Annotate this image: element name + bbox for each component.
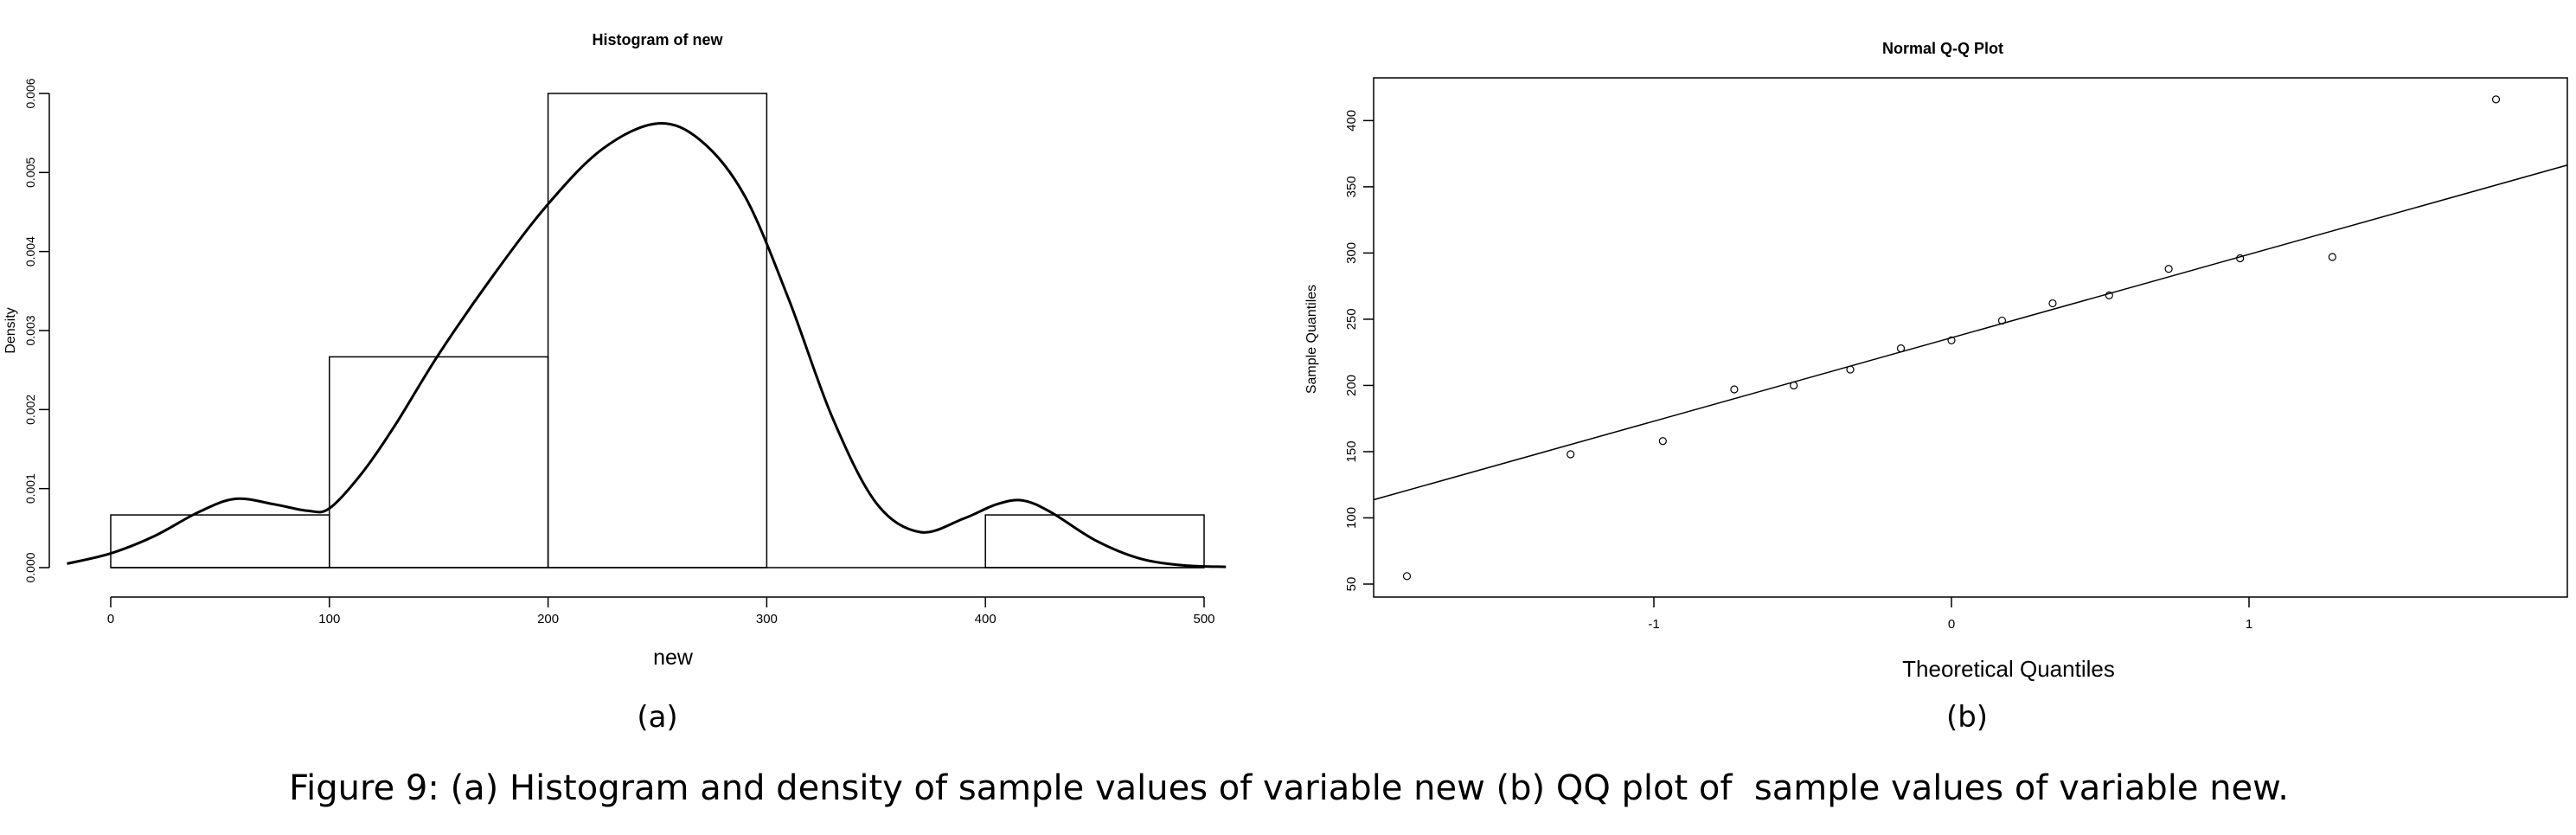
histogram-x-tick-label: 500 <box>1193 612 1214 626</box>
histogram-x-tick-label: 100 <box>318 612 340 626</box>
qq-point <box>1846 365 1855 374</box>
qq-y-tick-label: 400 <box>1344 110 1359 132</box>
histogram-bar <box>329 356 549 568</box>
qq-point <box>1567 450 1575 459</box>
qq-x-tick-label: 0 <box>1948 617 1955 632</box>
histogram-y-tick-label: 0.005 <box>23 157 37 188</box>
qq-y-tick-label: 100 <box>1344 507 1359 529</box>
histogram-y-tick-label: 0.001 <box>23 473 37 504</box>
histogram-y-tick-label: 0.000 <box>23 552 37 582</box>
qq-y-tick-label: 200 <box>1344 375 1359 396</box>
qq-plot-frame <box>1373 77 2568 598</box>
qq-point <box>2048 299 2057 308</box>
panel-b-label: (b) <box>1946 700 1988 735</box>
panel-a-label: (a) <box>637 700 677 735</box>
qq-point <box>1947 336 1956 345</box>
histogram-panel: Histogram of new 0 100 200 300 400 500 0.0000… <box>3 31 1227 735</box>
histogram-x-tick-label: 400 <box>975 612 996 626</box>
histogram-y-tick-label: 0.006 <box>23 78 37 108</box>
histogram-x-label: new <box>653 646 694 670</box>
qq-reference-line <box>1374 164 2567 501</box>
qq-y-tick-label: 150 <box>1344 440 1359 462</box>
histogram-y-label: Density <box>3 307 18 353</box>
qq-point <box>2164 265 2173 273</box>
histogram-title: Histogram of new <box>592 31 723 48</box>
histogram-x-tick-label: 300 <box>756 612 778 626</box>
qq-x-tick-label: -1 <box>1648 617 1659 632</box>
histogram-x-tick-label: 0 <box>107 612 114 626</box>
qq-point <box>2236 254 2245 263</box>
qq-points <box>1402 95 2501 581</box>
qq-point <box>2491 95 2501 104</box>
qq-plot-panel: Normal Q-Q Plot -1 0 1 50 100 150 200 250 300 35… <box>1304 40 2568 735</box>
qq-x-ticks: -1 0 1 <box>1648 597 2252 632</box>
histogram-y-ticks: 0.000 0.001 0.002 0.003 0.004 0.005 0.006 <box>23 78 49 583</box>
qq-y-tick-label: 350 <box>1344 176 1359 197</box>
histogram-x-ticks: 0 100 200 300 400 500 <box>107 597 1215 626</box>
qq-y-tick-label: 300 <box>1344 242 1359 264</box>
qq-y-label: Sample Quantiles <box>1304 285 1319 394</box>
qq-point <box>1790 381 1798 390</box>
histogram-y-tick-label: 0.003 <box>23 315 37 345</box>
qq-point <box>1997 316 2007 325</box>
histogram-bar <box>547 93 768 568</box>
qq-x-label: Theoretical Quantiles <box>1902 656 2115 682</box>
density-curve <box>67 122 1227 568</box>
qq-y-tick-label: 50 <box>1344 577 1359 592</box>
qq-point <box>1730 385 1739 394</box>
histogram-x-tick-label: 200 <box>537 612 559 626</box>
qq-y-ticks: 50 100 150 200 250 300 350 400 <box>1344 110 1374 591</box>
qq-y-tick-label: 250 <box>1344 308 1359 330</box>
figure-caption: Figure 9: (a) Histogram and density of s… <box>289 768 2289 808</box>
qq-point <box>1658 437 1667 446</box>
qq-point <box>1896 344 1906 353</box>
qq-x-tick-label: 1 <box>2246 617 2252 632</box>
qq-point <box>1402 572 1412 581</box>
histogram-bars <box>110 93 1205 568</box>
qq-title: Normal Q-Q Plot <box>1882 40 2003 57</box>
histogram-y-tick-label: 0.004 <box>23 236 37 267</box>
qq-point <box>2328 253 2336 261</box>
qq-point <box>2105 291 2113 299</box>
histogram-y-tick-label: 0.002 <box>23 395 37 425</box>
